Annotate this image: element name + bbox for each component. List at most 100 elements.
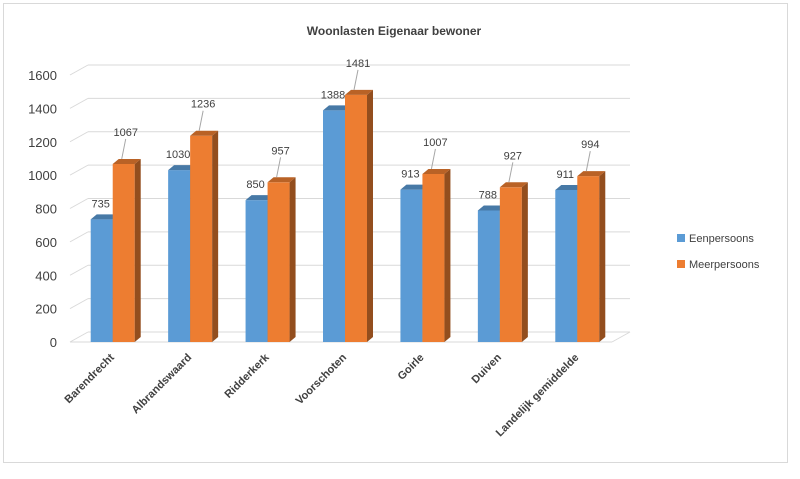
y-tick-label: 0 [50,335,57,350]
bar-front [190,135,213,342]
bar-side [521,182,528,342]
x-tick-label: Barendrecht [63,351,118,406]
bar-front [168,170,191,342]
y-tick-label: 1400 [28,101,57,116]
bar-front [555,189,578,342]
data-label: 1388 [321,89,345,101]
legend-swatch [677,234,685,242]
bar-front [422,173,445,342]
gridline-diagonal [69,64,89,76]
gridline-diagonal [69,198,89,209]
bar-top [168,165,197,171]
gridline-diagonal [69,264,89,276]
bar-side [134,158,141,342]
bar-side [367,89,373,342]
data-label: 1067 [113,127,137,139]
x-tick-label: Goirle [396,352,427,383]
data-label: 788 [479,190,497,202]
y-axis: 0 200 400 600 800 1000 1200 1400 1600 [28,68,57,350]
bar-front [245,200,268,342]
data-label: 1236 [191,99,215,111]
bar [112,158,141,342]
data-label: 735 [92,198,110,210]
x-tick-label: Duiven [470,351,505,386]
bar-front [267,182,290,342]
bar-front [477,210,500,342]
bar-front [577,176,600,342]
legend-swatch [677,260,685,268]
bar [190,130,219,342]
chart-title: Woonlasten Eigenaar bewoner [307,24,482,38]
legend-label: Meerpersoons [689,259,760,271]
bar-front [400,189,423,342]
bar [422,168,451,342]
bar-top [345,89,373,95]
bar-front [345,94,367,342]
bar-top [112,158,141,164]
y-tick-label: 800 [35,202,57,217]
data-label: 850 [246,179,264,191]
x-tick-label: Ridderkerk [223,351,273,401]
x-tick-label: Landelijk gemiddelde [494,352,582,440]
bar-top [190,130,219,136]
y-tick-label: 1600 [28,68,57,83]
leader-line [353,69,359,90]
bar-top [267,177,296,183]
bar-top [245,195,274,201]
x-tick-label: Albrandswaard [130,352,195,417]
floor-edge-side [611,331,631,343]
leader-line [121,138,127,160]
bar [499,182,528,342]
bar [577,171,606,342]
x-tick-label: Voorschoten [294,351,350,407]
bar-top [90,214,119,220]
y-tick-label: 600 [35,235,57,250]
data-label: 957 [271,145,289,157]
data-label: 911 [557,169,575,181]
bar-front [499,187,522,342]
bar-front [90,219,113,342]
y-tick-label: 1200 [28,135,57,150]
bar-side [444,168,451,342]
data-label: 913 [401,169,419,181]
bar-top [400,184,429,190]
bar-front [112,163,135,342]
leader-line [430,148,436,170]
bar-top [323,105,351,111]
gridline-diagonal [69,298,89,310]
bar-top [422,168,451,174]
data-label: 994 [581,139,599,151]
data-labels: 735 1067 1030 1236 850 957 1388 1481 913 1007 788 9… [92,58,600,210]
legend-label: Eenpersoons [689,233,754,245]
y-tick-label: 400 [35,268,57,283]
gridline-diagonal [69,97,89,109]
bar [267,177,296,342]
gridline-diagonal [69,231,89,243]
bar-top [499,182,528,188]
legend: Eenpersoons Meerpersoons [677,233,760,271]
bar-side [289,177,296,342]
data-label: 927 [504,150,522,162]
bar-front [323,110,345,342]
bars [90,89,606,342]
bar-side [599,171,606,342]
leader-line [198,110,204,131]
gridline-diagonal [69,331,89,343]
bar-side [212,130,219,342]
x-axis: Barendrecht Albrandswaard Ridderkerk Voorsc… [63,351,582,439]
leader-line [276,157,282,178]
leader-line [585,151,591,172]
data-label: 1007 [423,137,447,149]
bar-top [477,205,506,211]
bar-top [577,171,606,177]
y-tick-label: 1000 [28,168,57,183]
y-tick-label: 200 [35,302,57,317]
leader-line [508,162,514,183]
bar-top [555,184,584,190]
data-label: 1481 [346,58,370,70]
gridline-diagonal [69,164,89,176]
bar [345,89,373,342]
gridline-diagonal [69,131,89,143]
data-label: 1030 [166,149,190,161]
